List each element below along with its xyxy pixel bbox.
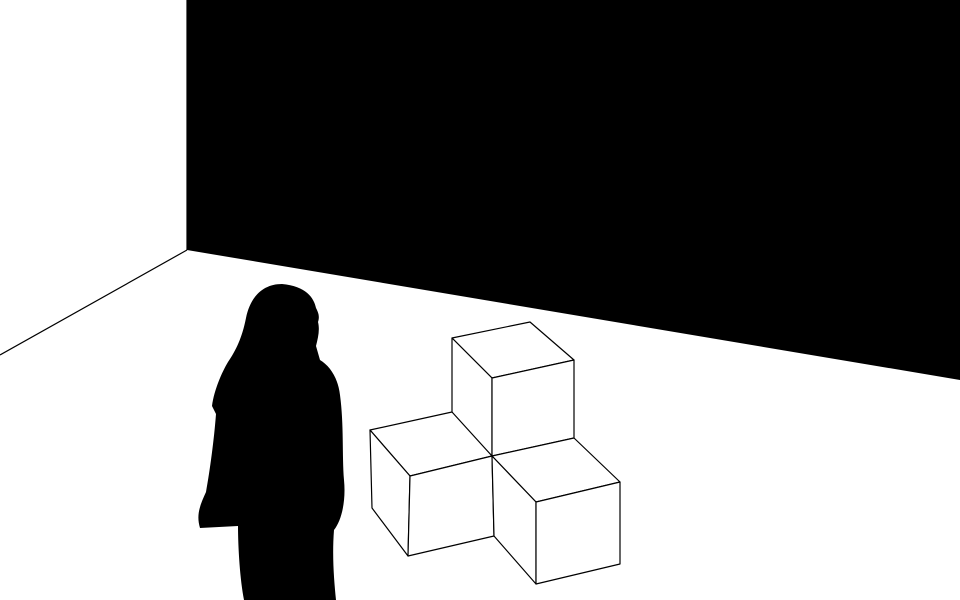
back-wall — [187, 0, 960, 380]
cube-sculpture — [369, 321, 621, 585]
cube-top — [451, 321, 575, 457]
cube-left — [369, 411, 495, 557]
floor-edge-line — [0, 249, 188, 356]
woman-silhouette — [198, 284, 345, 600]
cube-right — [491, 437, 621, 585]
